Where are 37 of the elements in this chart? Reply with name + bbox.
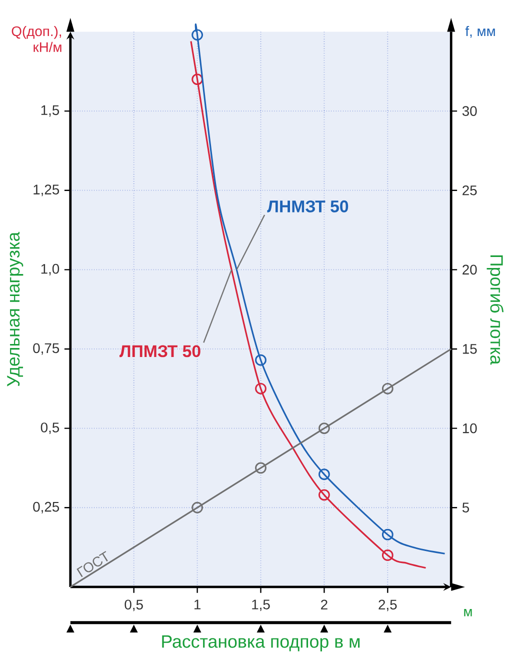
point (382, 550, 394, 561)
point (318, 489, 330, 501)
y-tick-label: 0,5 (40, 422, 59, 434)
point (192, 29, 203, 41)
x-tick-label: 2,5 (378, 600, 397, 612)
x-tick-label: 1,5 (252, 600, 270, 612)
point (192, 502, 203, 514)
point (318, 422, 330, 434)
y2-tick-label: 15 (462, 344, 477, 354)
x-tick-label: 2 (320, 600, 328, 610)
point (382, 382, 394, 394)
y-axis-title: Удельная нагрузка (7, 232, 24, 386)
x-axis-title: Расстановка подпор в м (162, 635, 360, 652)
y-tick-label: 1,0 (41, 264, 59, 276)
y-tick-label: 0,75 (33, 343, 59, 355)
text: ЛНМЗТ 50 (267, 200, 348, 212)
x-tick-label: 0,5 (124, 600, 143, 612)
y2-tick-label: 10 (462, 423, 477, 434)
point (382, 528, 394, 540)
y2-tick-label: 20 (462, 264, 477, 275)
point (254, 354, 266, 366)
text: f, мм (465, 26, 495, 38)
point (254, 462, 266, 474)
y2-tick-label: 25 (462, 185, 477, 196)
point (318, 468, 330, 480)
y2-tick-label: 30 (462, 106, 477, 116)
y-tick-label: 1,5 (41, 105, 59, 117)
x-tick-label: 1 (194, 600, 200, 610)
text: ЛПМЗТ 50 (119, 345, 200, 358)
y2-axis-title: Прогиб лотка (486, 255, 504, 365)
y-tick-label: 0,25 (33, 502, 59, 514)
text: Q(доп.), кН/м (12, 26, 62, 52)
point (254, 382, 266, 394)
text: м (464, 608, 472, 616)
point (192, 74, 203, 86)
y2-tick-label: 5 (462, 502, 469, 512)
y-tick-label: 1,25 (34, 184, 59, 196)
